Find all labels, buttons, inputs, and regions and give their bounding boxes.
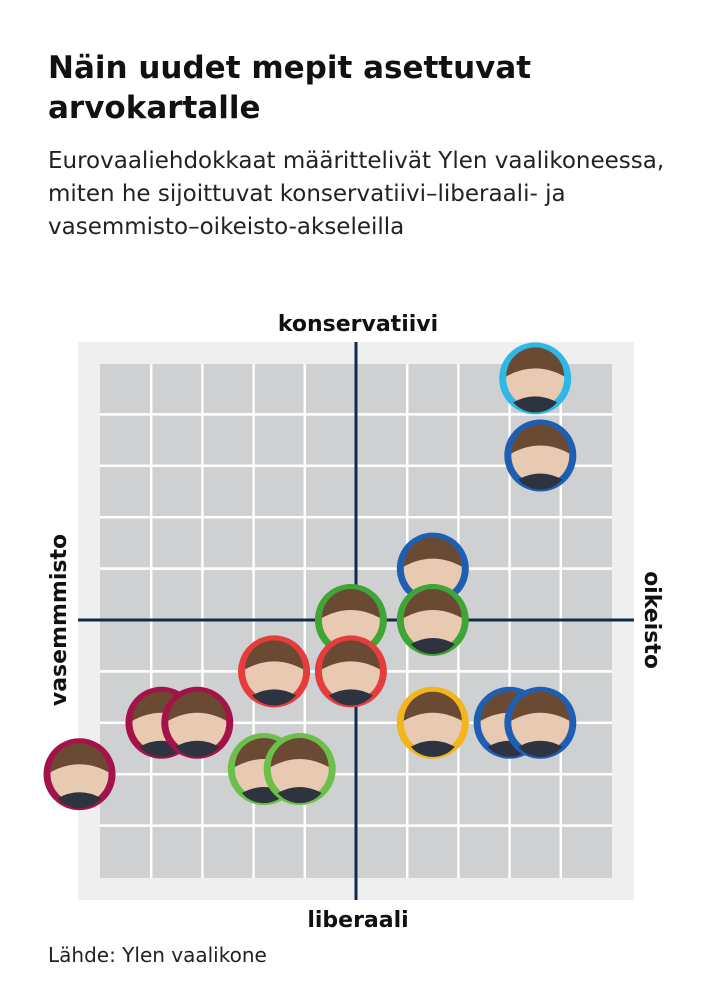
candidate-point (314, 635, 387, 708)
chart-title: Näin uudet mepit asettuvat arvokartalle (48, 50, 532, 126)
axis-label-bottom: liberaali (307, 908, 408, 933)
portrait-shoulders (513, 396, 558, 413)
candidate-point (504, 419, 577, 492)
portrait-shoulders (57, 792, 102, 809)
portrait-hair (50, 743, 109, 773)
portrait-shoulders (328, 689, 373, 706)
portrait-shoulders (175, 740, 220, 757)
candidate-point (504, 686, 577, 759)
candidate-point (396, 584, 469, 656)
candidate-points (43, 342, 577, 811)
portrait-hair (403, 589, 462, 618)
portrait-hair (245, 640, 304, 670)
portrait-hair (321, 640, 380, 670)
candidate-point (43, 738, 116, 811)
candidate-point (161, 686, 234, 759)
portrait-shoulders (518, 740, 563, 757)
source-note: Lähde: Ylen vaalikone (48, 943, 267, 967)
axis-label-right: oikeisto (639, 571, 664, 669)
portrait-hair (511, 424, 570, 454)
portrait-hair (511, 691, 570, 721)
candidate-point (238, 635, 311, 708)
portrait-hair (321, 589, 380, 618)
candidate-point (396, 532, 469, 605)
portrait-shoulders (277, 787, 322, 804)
candidate-point (499, 342, 572, 415)
portrait-hair (403, 537, 462, 567)
portrait-shoulders (518, 473, 563, 490)
candidate-point (396, 686, 469, 759)
portrait-hair (168, 691, 227, 721)
candidate-point (263, 733, 336, 806)
portrait-shoulders (410, 740, 455, 757)
axis-label-top: konservatiivi (278, 312, 438, 337)
chart-subtitle: Eurovaaliehdokkaat määrittelivät Ylen va… (48, 148, 665, 240)
portrait-hair (403, 691, 462, 721)
portrait-hair (506, 347, 565, 377)
candidate-point (314, 584, 387, 656)
portrait-hair (270, 738, 329, 768)
axis-label-left: vasemmmisto (47, 534, 72, 706)
portrait-shoulders (410, 638, 455, 655)
portrait-shoulders (252, 689, 297, 706)
